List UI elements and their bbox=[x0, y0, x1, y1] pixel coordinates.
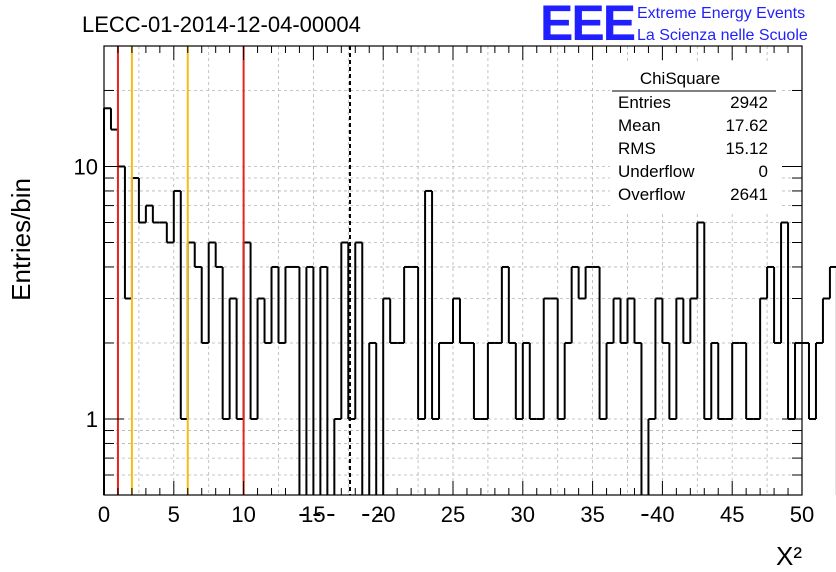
reference-lines bbox=[116, 46, 351, 495]
x-tick-label: 15 bbox=[301, 502, 325, 527]
x-tick-label: 40 bbox=[650, 502, 674, 527]
eee-logo: EEE bbox=[540, 0, 637, 51]
x-tick-label: 50 bbox=[790, 502, 814, 527]
x-tick-label: 30 bbox=[511, 502, 535, 527]
x-tick-label: 20 bbox=[371, 502, 395, 527]
x-axis-label: X² bbox=[776, 541, 802, 571]
y-tick-label: 1 bbox=[86, 407, 98, 432]
x-tick-label: 25 bbox=[441, 502, 465, 527]
x-tick-labels: 0 5 10 15 20 25 30 35 40 45 50 bbox=[98, 502, 814, 527]
eee-logo-text: EEE bbox=[540, 0, 635, 51]
x-tick-label: 45 bbox=[720, 502, 744, 527]
brand-line-1: Extreme Energy Events bbox=[637, 5, 805, 22]
stats-box-background bbox=[610, 62, 780, 212]
stats-row-value: 15.12 bbox=[725, 139, 768, 158]
stats-row-label: Overflow bbox=[618, 185, 686, 204]
stats-row-label: RMS bbox=[618, 139, 656, 158]
x-tick-label: 0 bbox=[98, 502, 110, 527]
y-tick-label: 10 bbox=[74, 154, 98, 179]
y-axis-label: Entries/bin bbox=[6, 178, 36, 301]
run-title: LECC-01-2014-12-04-00004 bbox=[82, 12, 361, 37]
stats-row-value: 2641 bbox=[730, 185, 768, 204]
x-tick-label: 35 bbox=[580, 502, 604, 527]
x-tick-label: 10 bbox=[231, 502, 255, 527]
stats-row-value: 2942 bbox=[730, 93, 768, 112]
axis-ticks bbox=[103, 46, 803, 495]
brand-line-2: La Scienza nelle Scuole bbox=[637, 27, 808, 44]
stats-row-value: 0 bbox=[759, 162, 768, 181]
histogram-bars bbox=[103, 107, 836, 516]
stats-row-label: Mean bbox=[618, 116, 661, 135]
stats-row-value: 17.62 bbox=[725, 116, 768, 135]
stats-box: ChiSquare Entries 2942 Mean 17.62 RMS 15.12 Un… bbox=[610, 62, 780, 212]
x-tick-label: 5 bbox=[168, 502, 180, 527]
y-tick-labels: 1 10 bbox=[74, 154, 98, 432]
stats-row-label: Underflow bbox=[618, 162, 695, 181]
stats-box-title: ChiSquare bbox=[640, 69, 720, 88]
stats-row-label: Entries bbox=[618, 93, 671, 112]
